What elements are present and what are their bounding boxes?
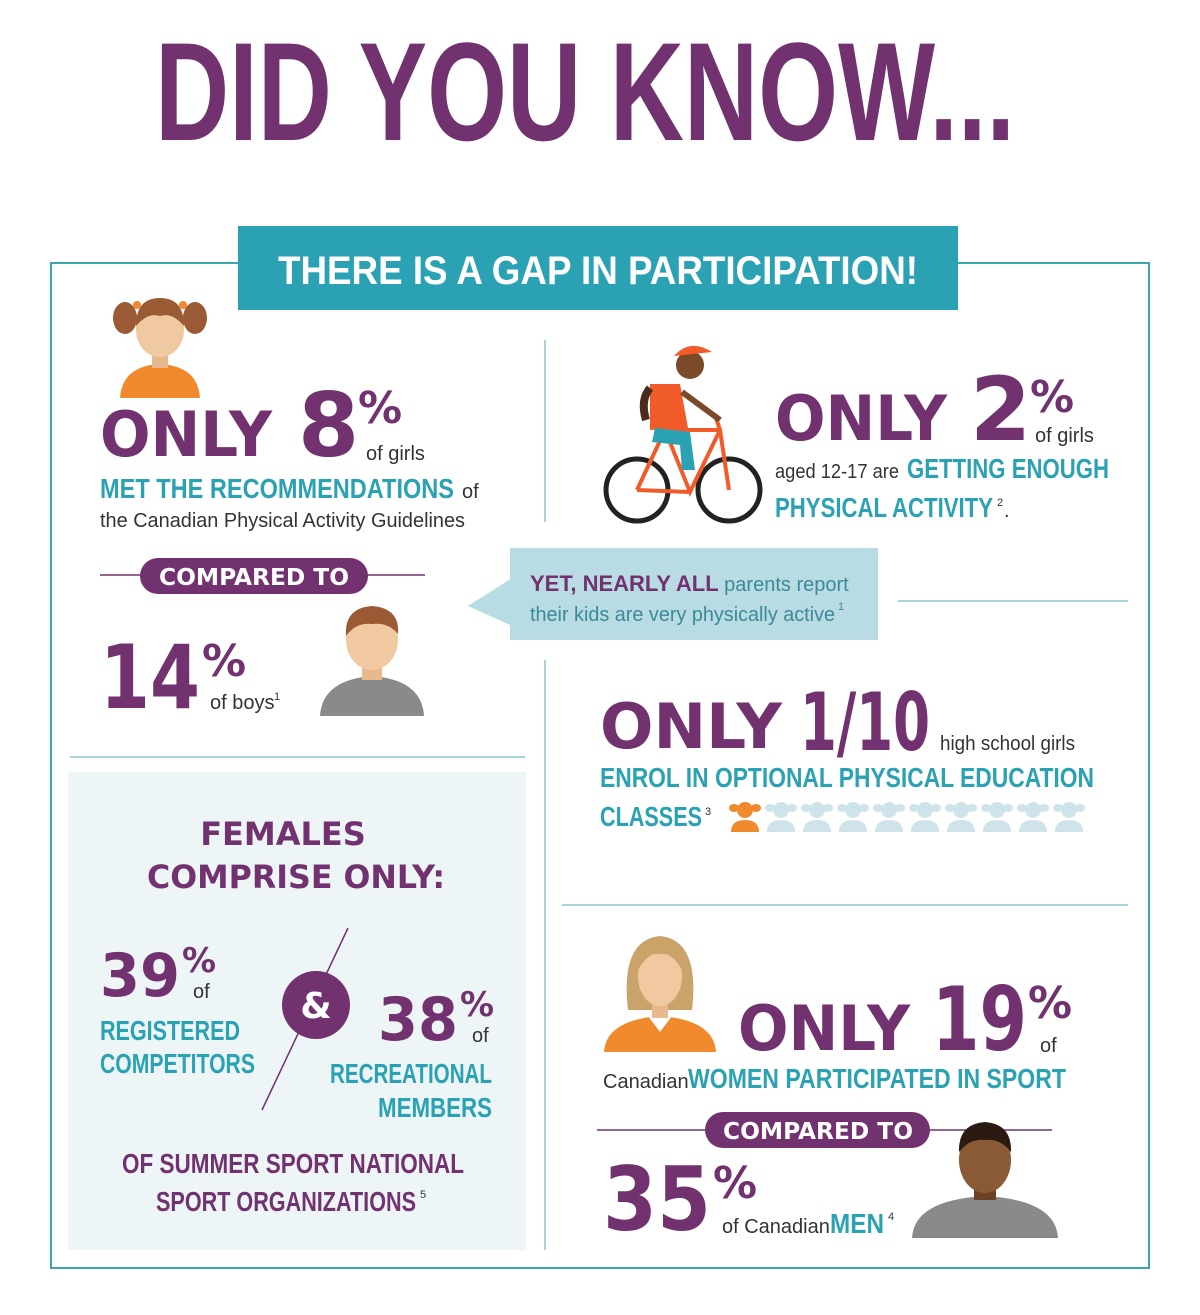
compare-pill <box>140 558 368 594</box>
stat-number: 35 <box>603 1148 711 1251</box>
stat-unit: % <box>202 636 246 687</box>
callout-highlight: YET, NEARLY ALL <box>530 571 719 596</box>
stat-suffix: high school girls <box>940 733 1075 755</box>
stat-number: 14 <box>100 626 200 729</box>
main-title: DID YOU KNOW... <box>155 13 1015 170</box>
stat-suffix: of <box>1040 1035 1057 1057</box>
stat-unit: % <box>460 985 494 1025</box>
stat-highlight: MEMBERS <box>378 1092 492 1123</box>
compare-text: COMPARED TO <box>159 565 349 591</box>
stat-highlight: REGISTERED <box>100 1015 240 1046</box>
banner <box>238 226 958 310</box>
footnote-ref: 5 <box>420 1189 426 1201</box>
stat-number: 8 <box>298 374 359 477</box>
footnote-ref: 1 <box>274 691 280 703</box>
stat-end: . <box>1004 500 1010 522</box>
footnote-ref: 4 <box>888 1211 894 1223</box>
panel-heading: FEMALES <box>200 815 366 853</box>
compare-pill <box>705 1112 930 1148</box>
stat-prefix: Canadian <box>603 1071 689 1093</box>
stat-unit: % <box>182 941 216 981</box>
stat-suffix: of Canadian <box>722 1216 830 1238</box>
callout-text: their kids are very physically active <box>530 604 835 626</box>
stat-number: 39 <box>100 941 180 1011</box>
stat-suffix: of girls <box>1035 425 1094 447</box>
stat-number: 2 <box>970 358 1031 461</box>
stat-highlight: CLASSES <box>600 801 702 832</box>
cyclist-icon <box>603 345 763 524</box>
banner-text: THERE IS A GAP IN PARTICIPATION! <box>278 249 918 293</box>
stat-highlight: COMPETITORS <box>100 1048 255 1079</box>
stat-prefix: aged 12-17 are <box>775 461 899 483</box>
stat-number: 19 <box>932 968 1027 1071</box>
panel-footer: OF SUMMER SPORT NATIONAL <box>122 1148 464 1179</box>
stat-highlight: WOMEN PARTICIPATED IN SPORT <box>688 1063 1066 1094</box>
stat-detail: the Canadian Physical Activity Guideline… <box>100 510 465 532</box>
stat-highlight: MEN <box>830 1208 884 1239</box>
stat-unit: % <box>1030 372 1074 423</box>
stat-highlight: MET THE RECOMMENDATIONS <box>100 473 454 504</box>
joiner: & <box>300 986 331 1027</box>
stat-suffix: of <box>193 981 210 1003</box>
girl-icon <box>113 298 207 398</box>
stat-connector: of <box>462 481 479 503</box>
stat-highlight: PHYSICAL ACTIVITY <box>775 492 993 523</box>
woman-icon <box>604 936 716 1052</box>
callout-line: YET, NEARLY ALL parents report <box>530 571 849 596</box>
stat-highlight: RECREATIONAL <box>330 1058 492 1089</box>
footnote-ref: 2 <box>997 497 1003 509</box>
stat-unit: % <box>358 383 402 434</box>
stat-suffix: of boys <box>210 692 274 714</box>
callout <box>468 548 878 640</box>
footnote-ref: 1 <box>838 601 844 613</box>
callout-text: parents report <box>724 574 849 596</box>
stat-suffix: of <box>472 1025 489 1047</box>
stat-highlight: ENROL IN OPTIONAL PHYSICAL EDUCATION <box>600 762 1094 793</box>
stat-unit: % <box>713 1158 757 1209</box>
stat-lead: ONLY <box>775 382 948 455</box>
girl-pictogram <box>729 802 1085 832</box>
man-icon <box>912 1122 1058 1238</box>
stat-number: 38 <box>378 985 458 1055</box>
stat-lead: ONLY <box>600 690 783 763</box>
stat-highlight: GETTING ENOUGH <box>907 453 1109 484</box>
boy-icon <box>320 606 424 716</box>
panel-heading: COMPRISE ONLY: <box>147 858 445 896</box>
stat-suffix: of girls <box>366 443 425 465</box>
panel-footer: SPORT ORGANIZATIONS <box>156 1186 416 1217</box>
stat-lead: ONLY <box>100 398 273 471</box>
footnote-ref: 3 <box>705 806 711 818</box>
stat-unit: % <box>1028 978 1072 1029</box>
stat-lead: ONLY <box>738 992 911 1065</box>
stat-fraction: 1/10 <box>800 676 930 769</box>
compare-text: COMPARED TO <box>723 1119 913 1145</box>
joiner-badge <box>282 971 350 1039</box>
